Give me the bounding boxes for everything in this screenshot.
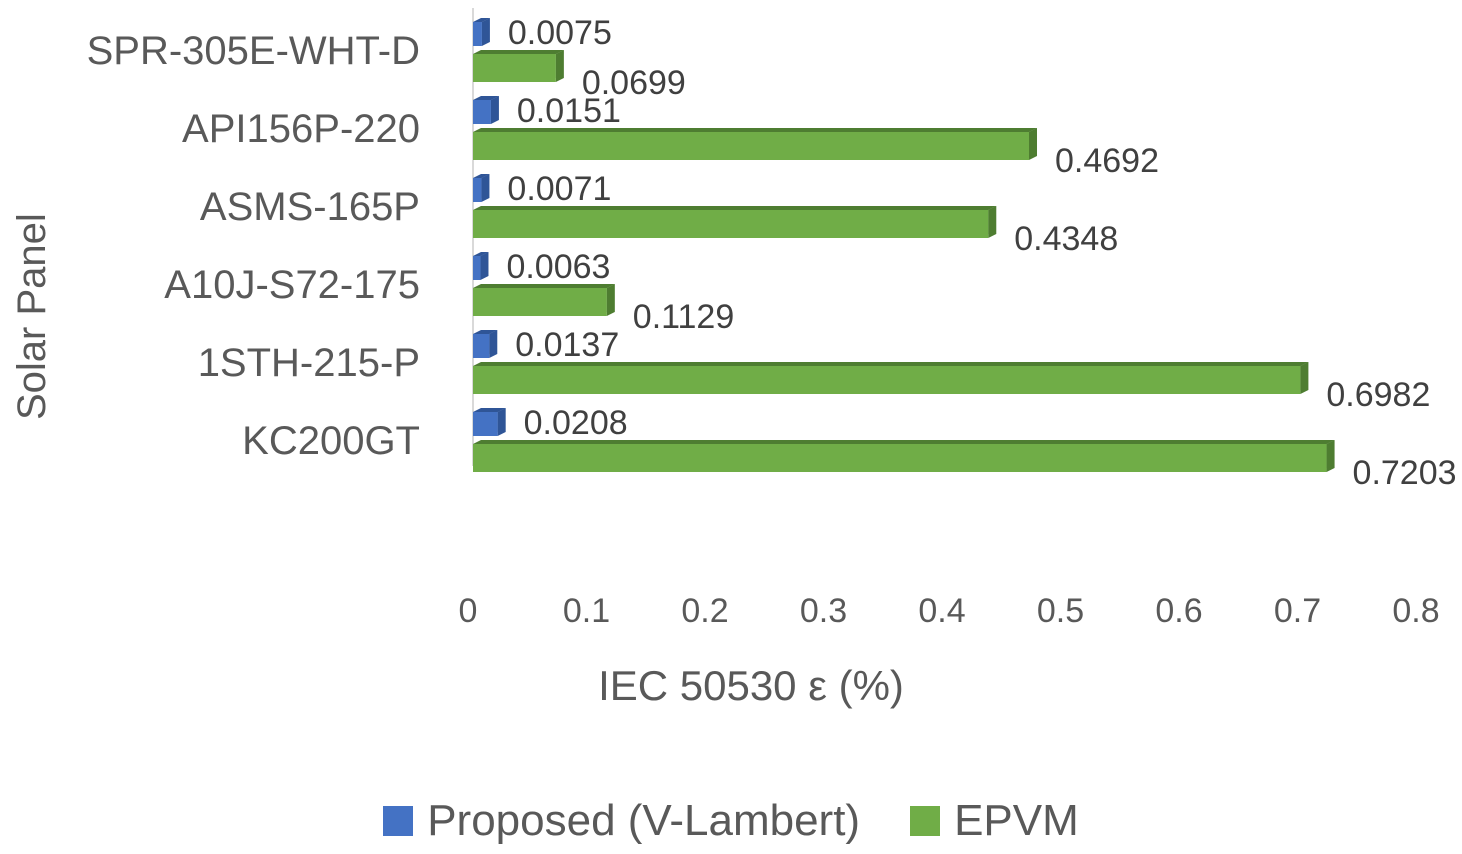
data-label-proposed: 0.0137 — [515, 326, 619, 364]
category-label: A10J-S72-175 — [164, 263, 420, 307]
data-label-epvm: 0.6982 — [1326, 376, 1430, 414]
x-axis-label: IEC 50530 ε (%) — [598, 662, 904, 709]
category-label: ASMS-165P — [200, 185, 420, 229]
bar-proposed — [473, 96, 499, 124]
x-tick-label: 0.7 — [1274, 592, 1321, 630]
legend: Proposed (V-Lambert) EPVM — [0, 796, 1462, 846]
category-label: API156P-220 — [182, 107, 420, 151]
data-label-proposed: 0.0071 — [507, 170, 611, 208]
bar-proposed — [473, 174, 490, 202]
data-label-epvm: 0.4348 — [1014, 220, 1118, 258]
x-tick-label: 0.2 — [681, 592, 728, 630]
x-tick-label: 0 — [459, 592, 478, 630]
data-label-epvm: 0.1129 — [633, 298, 734, 336]
bar-proposed — [473, 18, 490, 46]
legend-label-proposed: Proposed (V-Lambert) — [427, 796, 861, 845]
data-label-epvm: 0.0699 — [582, 64, 686, 102]
x-tick-label: 0.8 — [1392, 592, 1439, 630]
bar-proposed — [473, 252, 489, 280]
x-tick-label: 0.3 — [800, 592, 847, 630]
data-label-epvm: 0.7203 — [1353, 454, 1457, 492]
category-label: KC200GT — [242, 419, 420, 463]
bar-epvm — [473, 206, 997, 238]
bar-epvm — [473, 50, 564, 82]
x-tick-label: 0.1 — [563, 592, 610, 630]
data-label-epvm: 0.4692 — [1055, 142, 1159, 180]
x-tick-label: 0.6 — [1155, 592, 1202, 630]
legend-swatch-epvm — [910, 806, 941, 836]
legend-swatch-proposed — [383, 806, 414, 836]
data-label-proposed: 0.0151 — [517, 92, 621, 130]
data-label-proposed: 0.0063 — [506, 248, 610, 286]
x-tick-label: 0.5 — [1037, 592, 1084, 630]
bar-epvm — [473, 128, 1038, 160]
bar-proposed — [473, 330, 498, 358]
bar-epvm — [473, 362, 1309, 394]
legend-item-proposed: Proposed (V-Lambert) — [383, 796, 860, 846]
data-label-proposed: 0.0208 — [524, 404, 628, 442]
legend-item-epvm: EPVM — [910, 796, 1079, 846]
x-tick-label: 0.4 — [918, 592, 965, 630]
y-axis-label: Solar Panel — [10, 213, 54, 420]
bar-epvm — [473, 284, 615, 316]
category-label: 1STH-215-P — [198, 341, 420, 385]
data-label-proposed: 0.0075 — [508, 14, 612, 52]
bar-proposed — [473, 408, 506, 436]
category-label: SPR-305E-WHT-D — [87, 29, 420, 73]
legend-label-epvm: EPVM — [954, 796, 1079, 845]
bar-epvm — [473, 440, 1335, 472]
